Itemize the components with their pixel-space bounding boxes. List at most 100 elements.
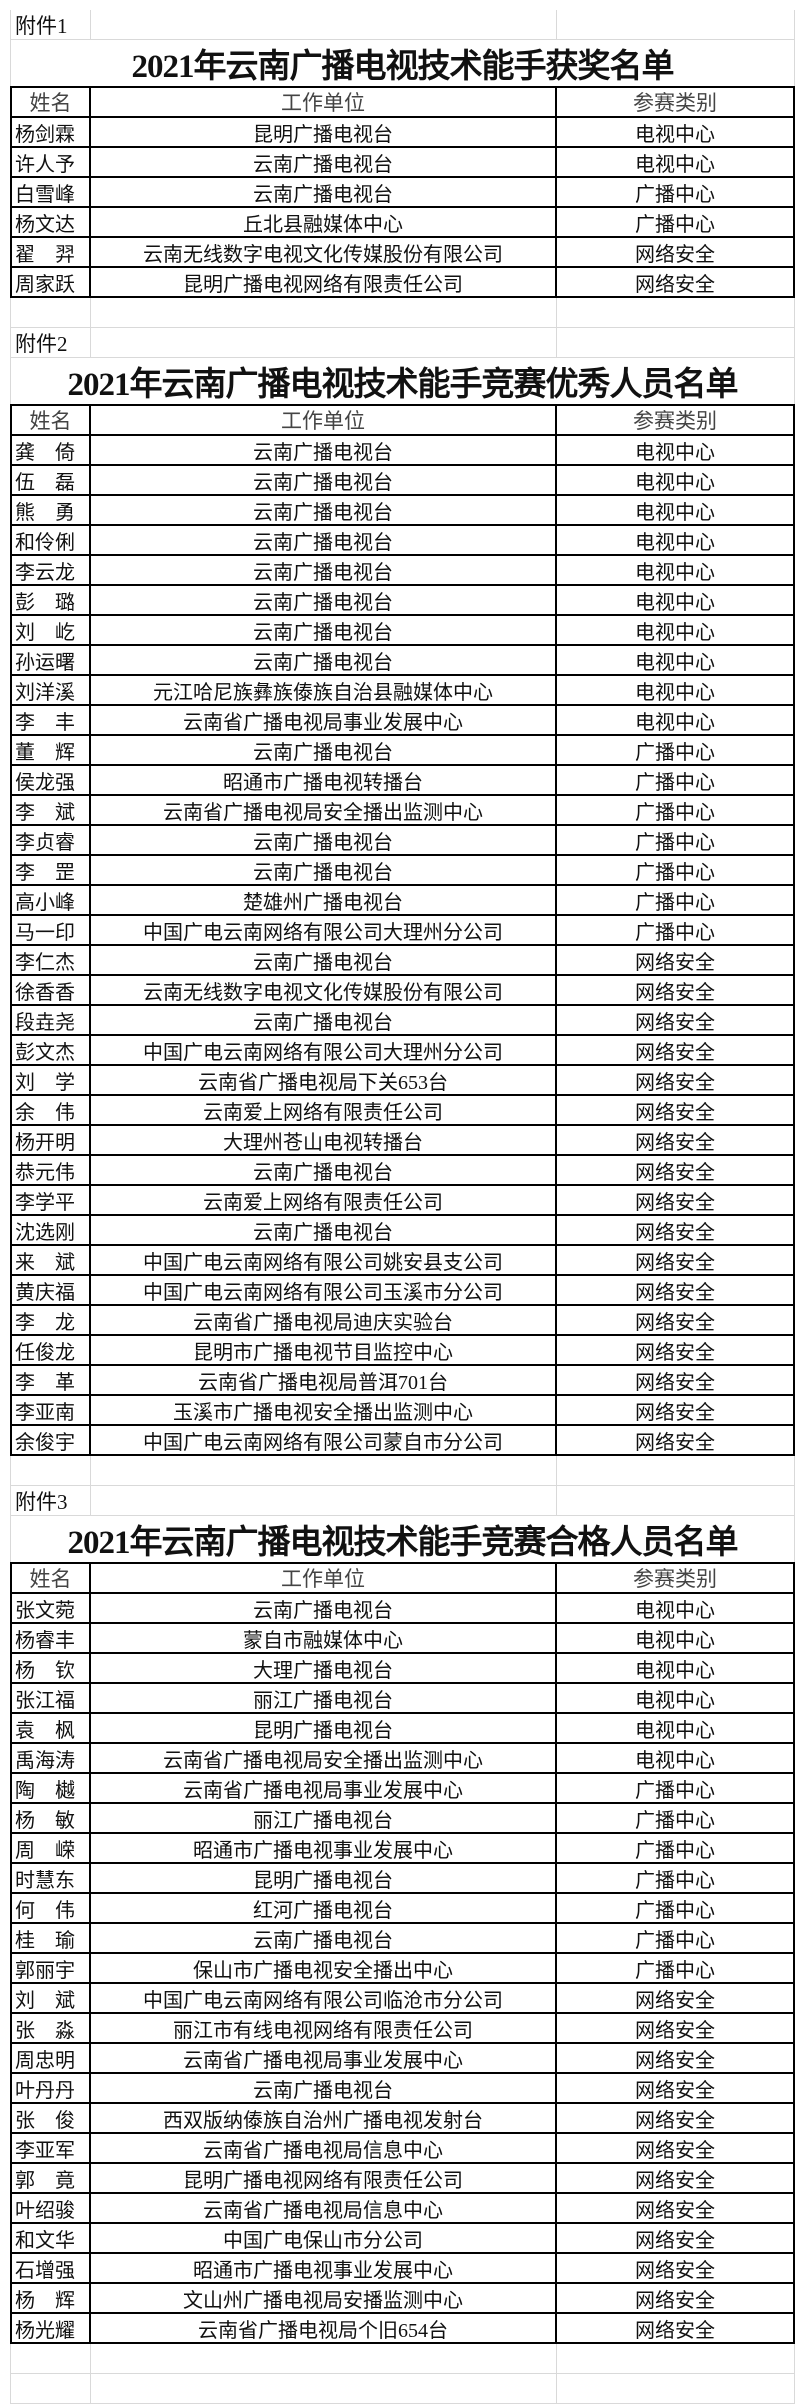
category-cell[interactable]: 网络安全 xyxy=(557,1336,795,1366)
name-cell[interactable]: 高小峰 xyxy=(12,886,91,916)
name-cell[interactable]: 李云龙 xyxy=(12,556,91,586)
category-cell[interactable]: 广播中心 xyxy=(557,1864,795,1894)
name-cell[interactable]: 余 伟 xyxy=(12,1096,91,1126)
category-cell[interactable]: 网络安全 xyxy=(557,2104,795,2134)
category-cell[interactable]: 电视中心 xyxy=(557,496,795,526)
unit-cell[interactable]: 昆明广播电视台 xyxy=(91,118,557,148)
blank-cell[interactable] xyxy=(10,298,91,328)
name-cell[interactable]: 郭 竟 xyxy=(12,2164,91,2194)
name-cell[interactable]: 杨 敏 xyxy=(12,1804,91,1834)
name-cell[interactable]: 刘 学 xyxy=(12,1066,91,1096)
unit-cell[interactable]: 云南无线数字电视文化传媒股份有限公司 xyxy=(91,238,557,268)
unit-cell[interactable]: 云南广播电视台 xyxy=(91,616,557,646)
unit-cell[interactable]: 云南广播电视台 xyxy=(91,736,557,766)
category-cell[interactable]: 电视中心 xyxy=(557,118,795,148)
category-cell[interactable]: 网络安全 xyxy=(557,1036,795,1066)
unit-cell[interactable]: 中国广电云南网络有限公司蒙自市分公司 xyxy=(91,1426,557,1456)
name-cell[interactable]: 李 革 xyxy=(12,1366,91,1396)
blank-cell[interactable] xyxy=(557,10,795,40)
name-cell[interactable]: 陶 樾 xyxy=(12,1774,91,1804)
unit-cell[interactable]: 玉溪市广播电视安全播出监测中心 xyxy=(91,1396,557,1426)
blank-cell[interactable] xyxy=(557,328,795,358)
unit-cell[interactable]: 云南省广播电视局迪庆实验台 xyxy=(91,1306,557,1336)
category-cell[interactable]: 电视中心 xyxy=(557,706,795,736)
name-cell[interactable]: 龚 倚 xyxy=(12,436,91,466)
category-cell[interactable]: 网络安全 xyxy=(557,2284,795,2314)
unit-cell[interactable]: 昆明市广播电视节目监控中心 xyxy=(91,1336,557,1366)
blank-cell[interactable] xyxy=(91,1486,557,1516)
category-cell[interactable]: 电视中心 xyxy=(557,466,795,496)
blank-cell[interactable] xyxy=(10,1456,91,1486)
unit-cell[interactable]: 大理广播电视台 xyxy=(91,1654,557,1684)
unit-cell[interactable]: 云南爱上网络有限责任公司 xyxy=(91,1186,557,1216)
category-cell[interactable]: 网络安全 xyxy=(557,2044,795,2074)
unit-cell[interactable]: 大理州苍山电视转播台 xyxy=(91,1126,557,1156)
category-cell[interactable]: 网络安全 xyxy=(557,1216,795,1246)
category-cell[interactable]: 广播中心 xyxy=(557,886,795,916)
blank-cell[interactable] xyxy=(557,2374,795,2404)
name-cell[interactable]: 徐香香 xyxy=(12,976,91,1006)
category-cell[interactable]: 网络安全 xyxy=(557,2074,795,2104)
name-cell[interactable]: 周 嵘 xyxy=(12,1834,91,1864)
unit-cell[interactable]: 云南省广播电视局信息中心 xyxy=(91,2194,557,2224)
name-cell[interactable]: 黄庆福 xyxy=(12,1276,91,1306)
blank-cell[interactable] xyxy=(91,1456,557,1486)
unit-cell[interactable]: 楚雄州广播电视台 xyxy=(91,886,557,916)
name-cell[interactable]: 李亚军 xyxy=(12,2134,91,2164)
category-cell[interactable]: 网络安全 xyxy=(557,1126,795,1156)
unit-cell[interactable]: 昆明广播电视台 xyxy=(91,1714,557,1744)
category-cell[interactable]: 电视中心 xyxy=(557,556,795,586)
name-cell[interactable]: 袁 枫 xyxy=(12,1714,91,1744)
unit-cell[interactable]: 昆明广播电视网络有限责任公司 xyxy=(91,268,557,298)
name-cell[interactable]: 任俊龙 xyxy=(12,1336,91,1366)
name-cell[interactable]: 叶绍骏 xyxy=(12,2194,91,2224)
name-cell[interactable]: 彭文杰 xyxy=(12,1036,91,1066)
name-cell[interactable]: 杨剑霖 xyxy=(12,118,91,148)
unit-cell[interactable]: 丘北县融媒体中心 xyxy=(91,208,557,238)
category-cell[interactable]: 电视中心 xyxy=(557,616,795,646)
unit-cell[interactable]: 蒙自市融媒体中心 xyxy=(91,1624,557,1654)
unit-cell[interactable]: 云南广播电视台 xyxy=(91,466,557,496)
name-cell[interactable]: 李亚南 xyxy=(12,1396,91,1426)
blank-cell[interactable] xyxy=(91,10,557,40)
category-cell[interactable]: 广播中心 xyxy=(557,796,795,826)
unit-cell[interactable]: 丽江广播电视台 xyxy=(91,1804,557,1834)
category-cell[interactable]: 网络安全 xyxy=(557,2164,795,2194)
unit-cell[interactable]: 昭通市广播电视转播台 xyxy=(91,766,557,796)
unit-cell[interactable]: 中国广电云南网络有限公司大理州分公司 xyxy=(91,916,557,946)
name-cell[interactable]: 杨 辉 xyxy=(12,2284,91,2314)
unit-cell[interactable]: 昆明广播电视台 xyxy=(91,1864,557,1894)
category-cell[interactable]: 广播中心 xyxy=(557,736,795,766)
category-cell[interactable]: 网络安全 xyxy=(557,1984,795,2014)
category-cell[interactable]: 网络安全 xyxy=(557,1006,795,1036)
name-cell[interactable]: 刘 屹 xyxy=(12,616,91,646)
name-cell[interactable]: 李 丰 xyxy=(12,706,91,736)
name-cell[interactable]: 禹海涛 xyxy=(12,1744,91,1774)
category-cell[interactable]: 广播中心 xyxy=(557,1834,795,1864)
name-cell[interactable]: 翟 羿 xyxy=(12,238,91,268)
blank-cell[interactable] xyxy=(91,2374,557,2404)
category-cell[interactable]: 网络安全 xyxy=(557,1306,795,1336)
category-cell[interactable]: 电视中心 xyxy=(557,148,795,178)
unit-cell[interactable]: 红河广播电视台 xyxy=(91,1894,557,1924)
name-cell[interactable]: 叶丹丹 xyxy=(12,2074,91,2104)
unit-cell[interactable]: 云南广播电视台 xyxy=(91,178,557,208)
name-cell[interactable]: 彭 璐 xyxy=(12,586,91,616)
category-cell[interactable]: 网络安全 xyxy=(557,976,795,1006)
unit-cell[interactable]: 昭通市广播电视事业发展中心 xyxy=(91,2254,557,2284)
attachment-label[interactable]: 附件2 xyxy=(10,328,91,358)
category-cell[interactable]: 电视中心 xyxy=(557,1624,795,1654)
blank-cell[interactable] xyxy=(10,2344,91,2374)
category-cell[interactable]: 网络安全 xyxy=(557,1246,795,1276)
unit-cell[interactable]: 云南广播电视台 xyxy=(91,436,557,466)
name-cell[interactable]: 张江福 xyxy=(12,1684,91,1714)
name-cell[interactable]: 杨睿丰 xyxy=(12,1624,91,1654)
name-cell[interactable]: 李 斌 xyxy=(12,796,91,826)
name-cell[interactable]: 杨开明 xyxy=(12,1126,91,1156)
category-cell[interactable]: 广播中心 xyxy=(557,1954,795,1984)
unit-cell[interactable]: 云南广播电视台 xyxy=(91,946,557,976)
unit-cell[interactable]: 丽江市有线电视网络有限责任公司 xyxy=(91,2014,557,2044)
unit-cell[interactable]: 云南广播电视台 xyxy=(91,148,557,178)
category-cell[interactable]: 电视中心 xyxy=(557,436,795,466)
name-cell[interactable]: 李仁杰 xyxy=(12,946,91,976)
